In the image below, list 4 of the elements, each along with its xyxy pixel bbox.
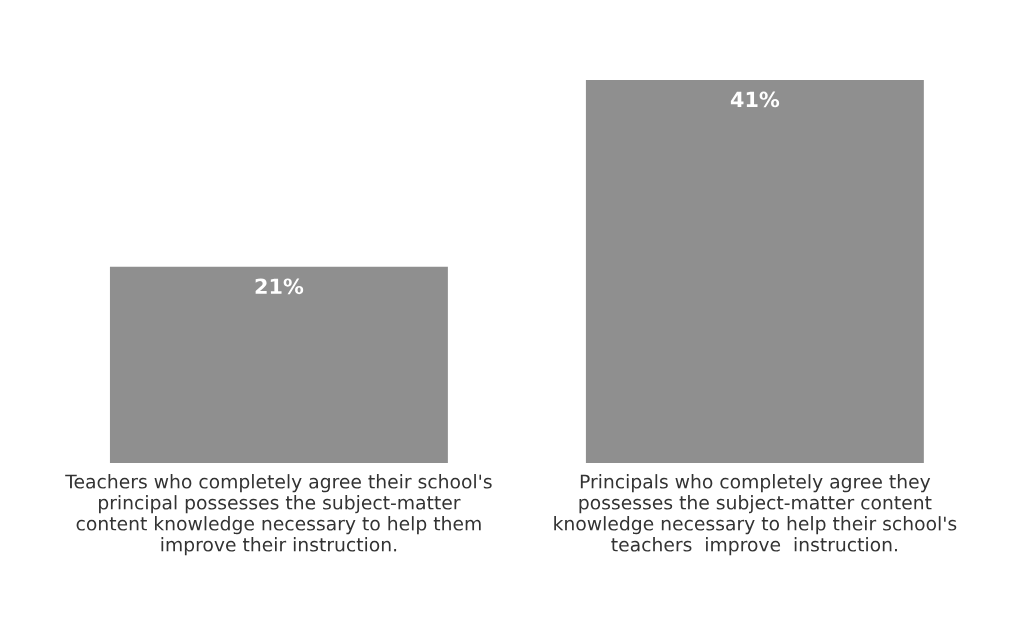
data-label: 41% [730,91,780,108]
x-tick-label: Teachers who completely agree their school's principal possesses the subject-matter content knowledge necessary to help them improve their instruction. [65,474,492,556]
data-label: 21% [255,278,304,295]
x-tick-label: Principals who completely agree they possesses the subject-matter content knowledge necessary to help their school's teachers improve instruction. [554,474,957,556]
